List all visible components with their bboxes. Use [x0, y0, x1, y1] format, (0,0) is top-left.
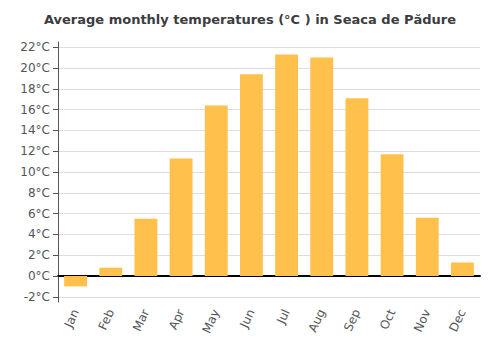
svg-text:Aug: Aug	[306, 307, 329, 334]
svg-text:Nov: Nov	[411, 307, 434, 334]
svg-text:22°C: 22°C	[20, 40, 50, 54]
svg-text:8°C: 8°C	[28, 186, 50, 200]
svg-text:Apr: Apr	[166, 307, 187, 332]
svg-text:10°C: 10°C	[20, 165, 50, 179]
svg-text:Jan: Jan	[61, 307, 82, 331]
svg-text:4°C: 4°C	[28, 227, 50, 241]
svg-text:16°C: 16°C	[20, 103, 50, 117]
svg-text:Oct: Oct	[377, 307, 399, 332]
svg-text:Dec: Dec	[446, 307, 469, 334]
svg-text:Jul: Jul	[274, 307, 293, 327]
svg-text:Feb: Feb	[95, 307, 117, 332]
svg-text:6°C: 6°C	[28, 207, 50, 221]
svg-text:Average monthly temperatures (: Average monthly temperatures (°C ) in Se…	[44, 12, 456, 27]
svg-text:Jun: Jun	[237, 307, 258, 331]
svg-text:2°C: 2°C	[28, 248, 50, 262]
svg-text:14°C: 14°C	[20, 123, 50, 137]
svg-text:Sep: Sep	[341, 307, 363, 333]
svg-text:12°C: 12°C	[20, 144, 50, 158]
svg-text:20°C: 20°C	[20, 61, 50, 75]
svg-text:May: May	[199, 307, 222, 335]
svg-text:18°C: 18°C	[20, 82, 50, 96]
svg-text:0°C: 0°C	[28, 269, 50, 283]
svg-text:Mar: Mar	[130, 307, 152, 333]
svg-text:-2°C: -2°C	[24, 290, 50, 304]
